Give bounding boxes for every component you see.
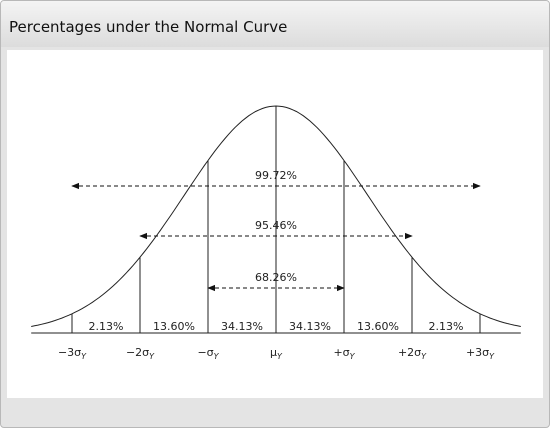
span-label: 95.46% [255, 219, 297, 232]
title: Percentages under the Normal Curve [9, 18, 288, 36]
axis-label: +σY [333, 346, 355, 361]
span-label: 99.72% [255, 169, 297, 182]
region-label: 34.13% [221, 320, 263, 333]
region-label: 34.13% [289, 320, 331, 333]
axis-label-text: +2σ [398, 346, 421, 359]
region-label: 2.13% [89, 320, 124, 333]
axis-label-sub: Y [149, 352, 155, 361]
axis-label-text: μ [270, 346, 277, 359]
axis-label-sub: Y [421, 352, 427, 361]
diagram: 2.13% 13.60% 34.13% 34.13% 13.60% 2.13% 99.72%… [7, 50, 543, 398]
axis-label-sub: Y [277, 352, 283, 361]
region-label: 13.60% [153, 320, 195, 333]
axis-label-text: +3σ [466, 346, 489, 359]
span-label: 68.26% [255, 271, 297, 284]
axis-label: −3σY [58, 346, 87, 361]
axis-label-sub: Y [350, 352, 356, 361]
axis-label: +2σY [398, 346, 427, 361]
axis-label-sub: Y [489, 352, 495, 361]
axis-label-text: −2σ [126, 346, 149, 359]
axis-label: −2σY [126, 346, 155, 361]
axis-label: +3σY [466, 346, 495, 361]
region-label: 2.13% [429, 320, 464, 333]
region-label: 13.60% [357, 320, 399, 333]
axis-label: μY [270, 346, 283, 361]
axis-label: −σY [197, 346, 219, 361]
axis-label-text: −3σ [58, 346, 81, 359]
axis-label-sub: Y [214, 352, 220, 361]
axis-label-text: −σ [197, 346, 213, 359]
header: Percentages under the Normal Curve [1, 1, 549, 47]
axis-label-sub: Y [81, 352, 87, 361]
axis-label-text: +σ [333, 346, 349, 359]
